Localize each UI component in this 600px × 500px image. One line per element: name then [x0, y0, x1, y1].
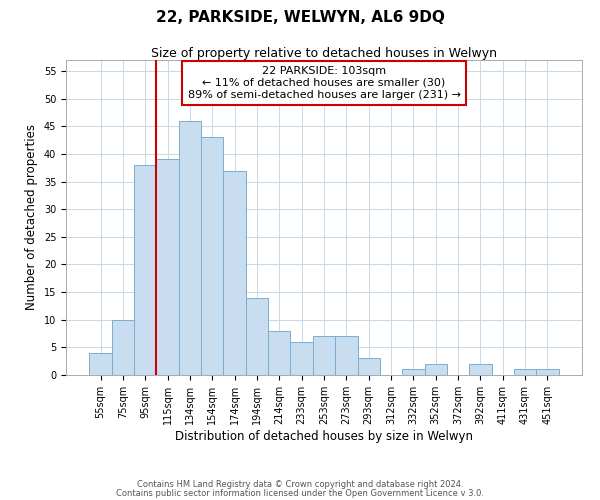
Bar — [112, 320, 134, 375]
Bar — [290, 342, 313, 375]
Bar — [157, 160, 179, 375]
Bar — [425, 364, 447, 375]
Bar — [402, 370, 425, 375]
Text: 22 PARKSIDE: 103sqm
← 11% of detached houses are smaller (30)
89% of semi-detach: 22 PARKSIDE: 103sqm ← 11% of detached ho… — [187, 66, 461, 100]
Y-axis label: Number of detached properties: Number of detached properties — [25, 124, 38, 310]
Bar — [89, 353, 112, 375]
Bar — [313, 336, 335, 375]
Bar — [246, 298, 268, 375]
Bar — [469, 364, 491, 375]
Text: Contains HM Land Registry data © Crown copyright and database right 2024.: Contains HM Land Registry data © Crown c… — [137, 480, 463, 489]
Text: Contains public sector information licensed under the Open Government Licence v : Contains public sector information licen… — [116, 488, 484, 498]
Bar — [268, 331, 290, 375]
Text: 22, PARKSIDE, WELWYN, AL6 9DQ: 22, PARKSIDE, WELWYN, AL6 9DQ — [155, 10, 445, 25]
X-axis label: Distribution of detached houses by size in Welwyn: Distribution of detached houses by size … — [175, 430, 473, 442]
Bar — [223, 170, 246, 375]
Bar — [335, 336, 358, 375]
Bar — [514, 370, 536, 375]
Bar — [134, 165, 157, 375]
Bar — [536, 370, 559, 375]
Bar — [358, 358, 380, 375]
Bar — [201, 138, 223, 375]
Title: Size of property relative to detached houses in Welwyn: Size of property relative to detached ho… — [151, 47, 497, 60]
Bar — [179, 121, 201, 375]
